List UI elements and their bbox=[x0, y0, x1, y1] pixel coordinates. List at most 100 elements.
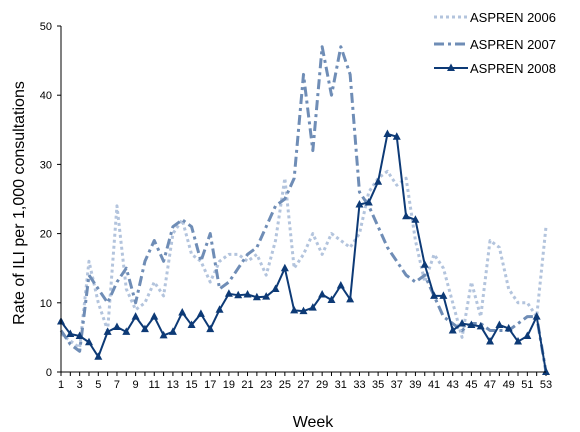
series-line-aspren-2007 bbox=[59, 45, 548, 373]
x-tick-label: 41 bbox=[428, 379, 440, 391]
data-point-triangle bbox=[75, 331, 84, 340]
data-point-triangle bbox=[495, 320, 504, 328]
data-point-triangle bbox=[346, 294, 355, 303]
x-tick-label: 45 bbox=[465, 379, 477, 391]
x-tick-label: 9 bbox=[133, 379, 139, 391]
legend-item-aspren-2007: ASPREN 2007 bbox=[434, 37, 556, 52]
data-point-triangle bbox=[131, 312, 140, 320]
x-tick-label: 21 bbox=[241, 379, 253, 391]
legend-label-aspren-2008: ASPREN 2008 bbox=[470, 61, 556, 76]
data-point-triangle bbox=[252, 292, 261, 301]
x-tick-label: 19 bbox=[223, 379, 235, 391]
data-point-triangle bbox=[458, 319, 467, 327]
x-tick-label: 49 bbox=[503, 379, 515, 391]
legend-item-aspren-2008: ASPREN 2008 bbox=[434, 61, 556, 76]
data-point-triangle bbox=[430, 291, 439, 299]
legend-label-aspren-2007: ASPREN 2007 bbox=[470, 37, 556, 52]
y-tick-label: 30 bbox=[40, 159, 52, 171]
y-tick-label: 40 bbox=[40, 90, 52, 102]
x-tick-label: 11 bbox=[149, 379, 160, 391]
data-point-triangle bbox=[504, 323, 513, 332]
data-point-triangle bbox=[364, 197, 373, 206]
data-point-triangle bbox=[94, 352, 103, 360]
data-point-triangle bbox=[411, 215, 420, 223]
data-point-triangle bbox=[243, 289, 252, 298]
y-tick-label: 20 bbox=[40, 229, 52, 241]
data-point-triangle bbox=[523, 331, 532, 340]
x-axis-title: Week bbox=[293, 414, 335, 431]
data-point-triangle bbox=[467, 320, 476, 328]
x-tick-label: 7 bbox=[114, 379, 120, 391]
data-point-triangle bbox=[206, 324, 215, 333]
legend: ASPREN 2006 ASPREN 2007 ASPREN 2008 bbox=[434, 10, 556, 76]
x-tick-label: 27 bbox=[297, 379, 309, 391]
data-point-triangle bbox=[308, 303, 317, 311]
x-axis-ticks: 1 3 5 7 9 11 13 15 17 19 21 23 25 27 29 31 33 35 37 39 41 43 4… bbox=[58, 372, 552, 391]
x-tick-label: 17 bbox=[204, 379, 216, 391]
data-point-triangle bbox=[448, 325, 457, 334]
y-tick-label: 0 bbox=[46, 367, 52, 379]
series-line-aspren-2006 bbox=[60, 169, 548, 350]
x-tick-label: 37 bbox=[391, 379, 403, 391]
data-point-triangle bbox=[178, 307, 187, 316]
data-point-triangle bbox=[168, 327, 177, 335]
data-point-triangle bbox=[84, 337, 93, 346]
x-tick-label: 15 bbox=[185, 379, 197, 391]
data-point-triangle bbox=[103, 327, 112, 335]
data-point-triangle bbox=[392, 132, 401, 140]
x-tick-label: 35 bbox=[372, 379, 384, 391]
data-point-triangle bbox=[336, 281, 345, 289]
x-tick-label: 3 bbox=[77, 379, 83, 391]
x-tick-label: 53 bbox=[540, 379, 552, 391]
data-point-triangle bbox=[290, 305, 299, 314]
x-tick-label: 43 bbox=[447, 379, 459, 391]
x-tick-label: 23 bbox=[260, 379, 272, 391]
data-point-triangle bbox=[486, 337, 495, 345]
x-tick-label: 51 bbox=[521, 379, 533, 391]
data-point-triangle bbox=[420, 260, 429, 268]
y-axis-title: Rate of ILI per 1,000 consultations bbox=[11, 81, 28, 325]
data-point-triangle bbox=[280, 263, 289, 272]
data-point-triangle bbox=[327, 295, 336, 304]
data-point-triangle bbox=[532, 312, 541, 320]
data-point-triangle bbox=[196, 309, 205, 317]
data-point-triangle bbox=[234, 290, 243, 299]
x-tick-label: 1 bbox=[58, 379, 64, 391]
x-tick-label: 33 bbox=[353, 379, 365, 391]
data-point-triangle bbox=[439, 291, 448, 299]
x-tick-label: 29 bbox=[316, 379, 328, 391]
series-layer bbox=[57, 45, 550, 375]
x-tick-label: 31 bbox=[335, 379, 347, 391]
data-point-triangle bbox=[383, 129, 392, 137]
x-tick-label: 39 bbox=[409, 379, 421, 391]
data-point-triangle bbox=[318, 289, 327, 298]
data-point-triangle bbox=[355, 200, 364, 208]
data-point-triangle bbox=[514, 337, 523, 345]
x-tick-label: 25 bbox=[279, 379, 291, 391]
data-point-triangle bbox=[262, 292, 271, 300]
data-point-triangle bbox=[187, 320, 196, 328]
data-point-triangle bbox=[159, 330, 168, 339]
data-point-triangle bbox=[402, 211, 411, 220]
legend-marker-aspren-2008 bbox=[447, 63, 455, 71]
data-point-triangle bbox=[374, 177, 383, 185]
data-point-triangle bbox=[271, 284, 280, 292]
data-point-triangle bbox=[224, 289, 233, 297]
data-point-triangle bbox=[140, 324, 149, 333]
x-tick-label: 13 bbox=[167, 379, 179, 391]
x-tick-label: 47 bbox=[484, 379, 496, 391]
data-point-triangle bbox=[122, 327, 131, 335]
x-tick-label: 5 bbox=[95, 379, 101, 391]
series-line-aspren-2008 bbox=[60, 132, 547, 373]
y-axis-ticks: 0 10 20 30 40 50 bbox=[40, 21, 61, 379]
y-tick-label: 50 bbox=[40, 21, 52, 33]
data-point-triangle bbox=[299, 306, 308, 315]
data-point-triangle bbox=[112, 322, 121, 331]
legend-label-aspren-2006: ASPREN 2006 bbox=[470, 10, 556, 25]
data-point-triangle bbox=[476, 321, 485, 330]
data-point-triangle bbox=[215, 305, 224, 313]
data-point-triangle bbox=[66, 329, 75, 337]
data-point-triangle bbox=[150, 312, 159, 320]
legend-item-aspren-2006: ASPREN 2006 bbox=[434, 10, 556, 25]
